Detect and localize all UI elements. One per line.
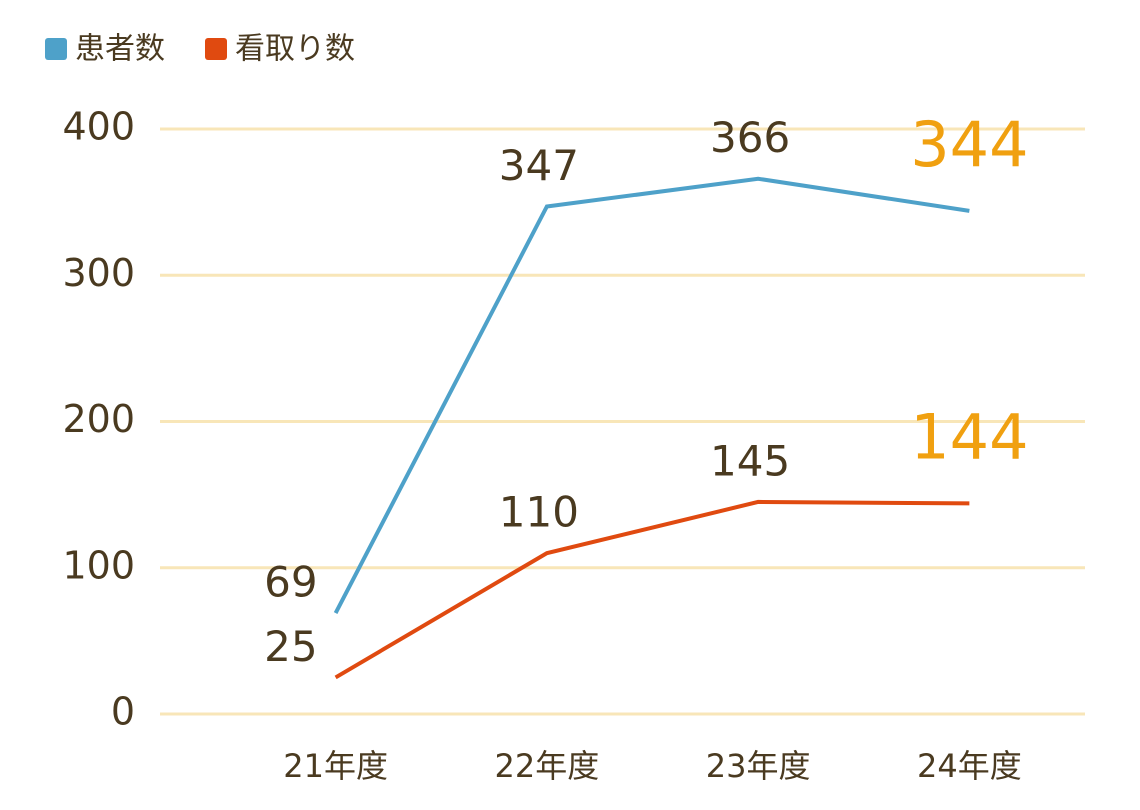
legend-swatch [205,38,227,60]
value-label: 69 [264,558,317,607]
value-label: 366 [710,113,790,162]
value-label: 144 [910,400,1028,473]
value-label: 344 [910,108,1028,181]
x-tick-label: 21年度 [283,747,388,785]
x-tick-label: 24年度 [917,747,1022,785]
y-tick-label: 300 [62,251,135,295]
series-line [333,176,970,615]
y-tick-label: 200 [62,397,135,441]
legend-label: 看取り数 [235,32,355,67]
legend-label: 患者数 [75,32,165,67]
y-tick-label: 100 [62,543,135,587]
value-label: 110 [499,488,579,537]
x-tick-label: 23年度 [706,747,811,785]
y-tick-label: 0 [111,690,135,734]
x-tick-label: 22年度 [495,747,600,785]
series-line [334,499,970,680]
value-label: 145 [710,436,790,485]
legend-swatch [45,38,67,60]
value-label: 347 [499,141,579,190]
value-label: 25 [264,622,317,671]
y-tick-label: 400 [62,105,135,149]
